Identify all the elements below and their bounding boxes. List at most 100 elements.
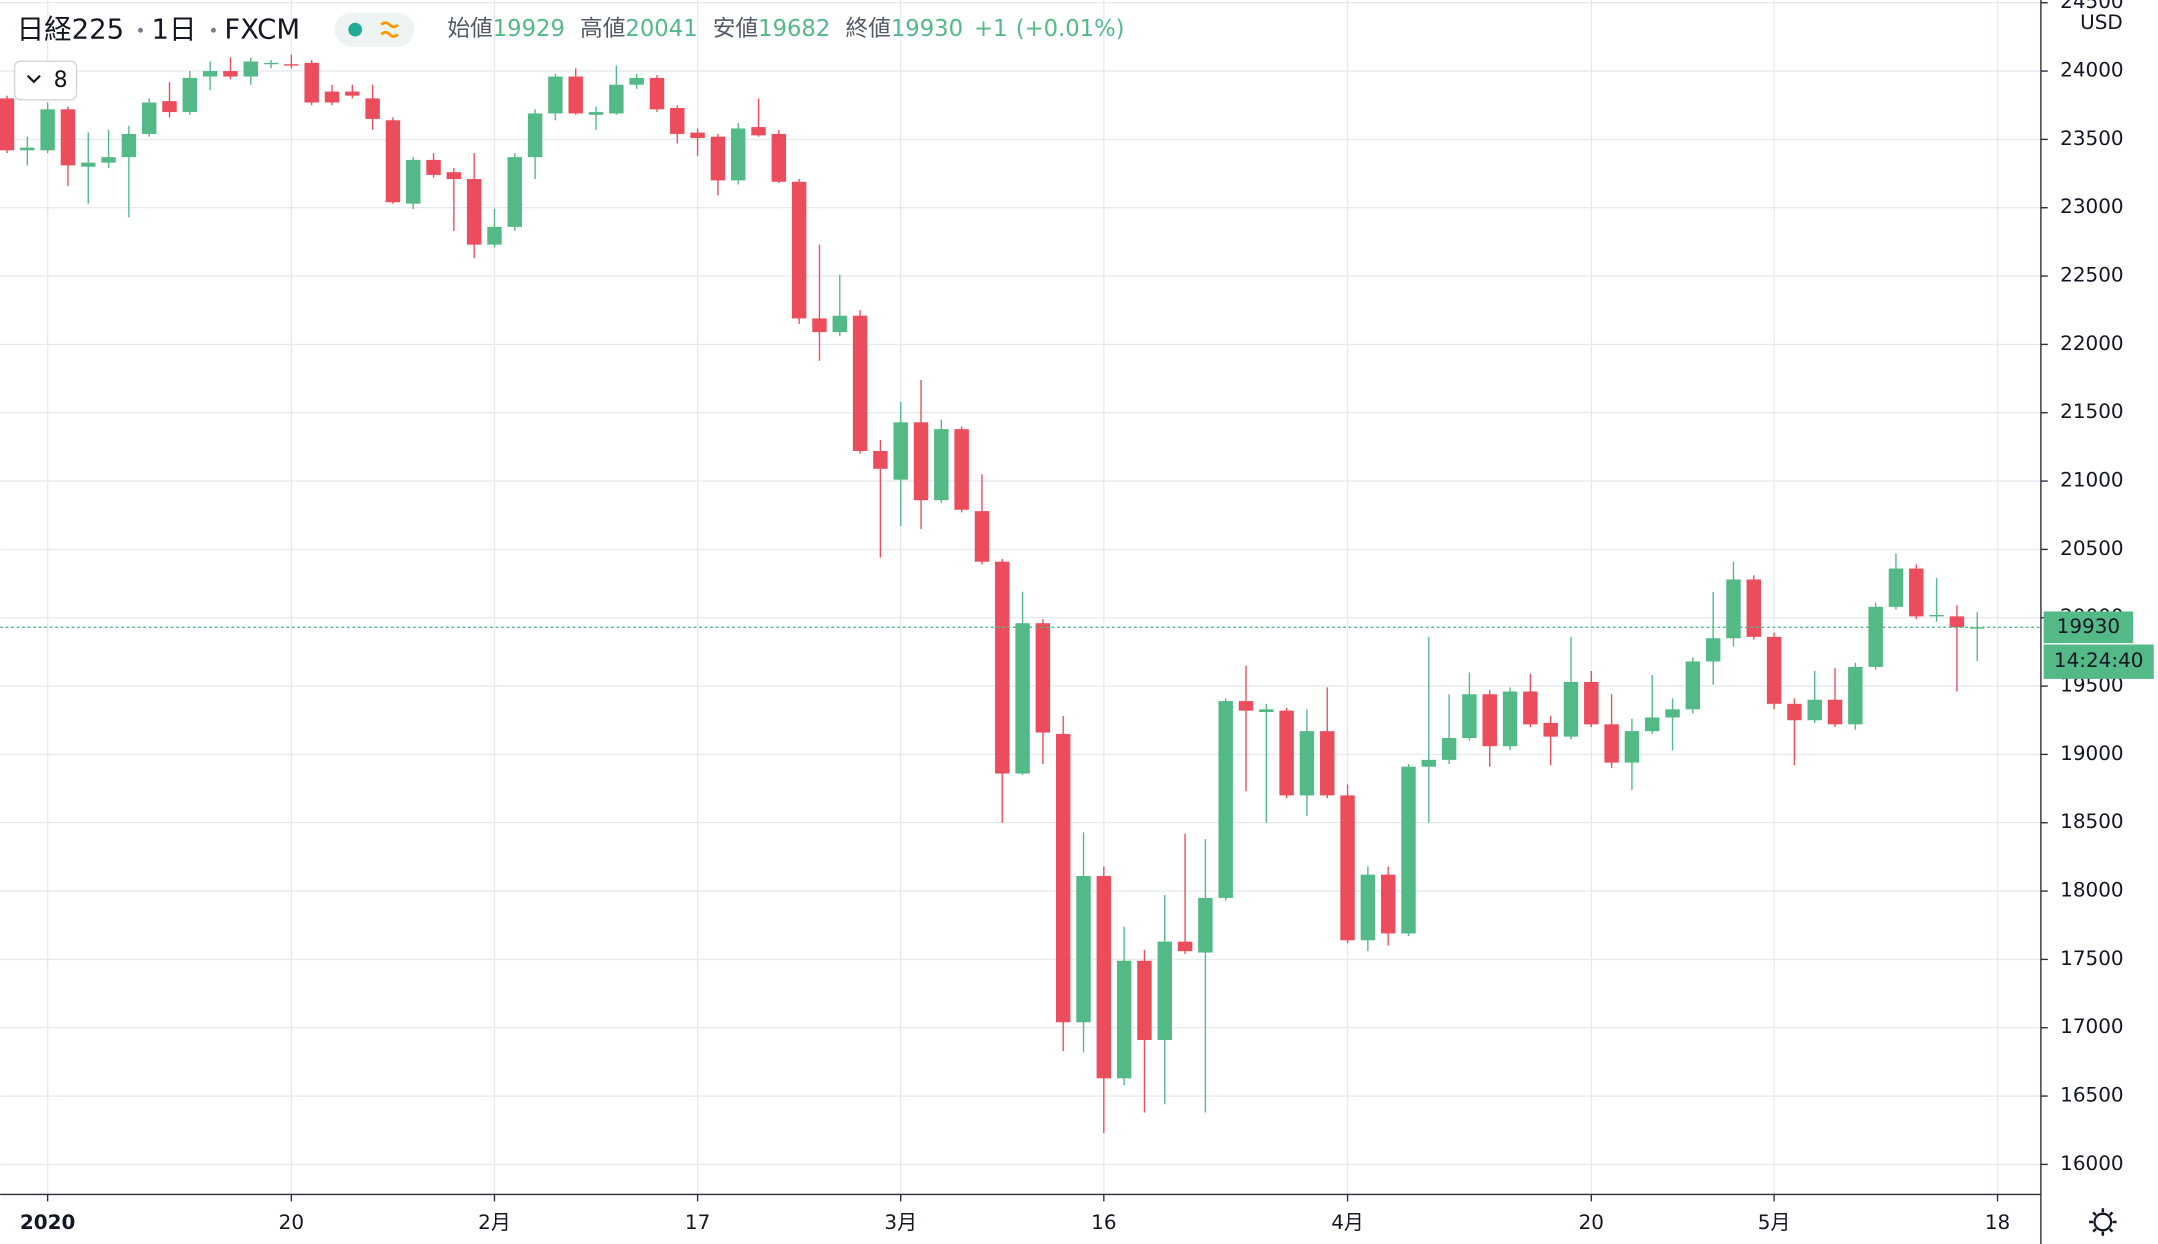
candle-body [913,422,929,501]
candle-body [1909,568,1924,617]
candle-body [507,157,523,227]
candle-body [243,61,258,77]
candle-body [1340,795,1355,941]
field-value: 20041 [625,15,697,41]
grid [0,0,2041,1195]
x-tick-label: 2020 [20,1210,76,1234]
y-tick-label: 19000 [2060,741,2123,765]
gear-ring [2093,1212,2113,1232]
candle-body [1726,579,1741,639]
candle-body [934,429,949,501]
candle-body [60,109,76,166]
candle-body [1360,874,1376,941]
candle-body [588,112,604,115]
candle-body [690,132,705,139]
candle-body [0,98,15,151]
field-value: 19682 [758,15,830,41]
candle-body [1624,731,1640,763]
change-percent: (+0.01%) [1016,15,1125,41]
candle-body [1827,699,1843,725]
y-tick-label: 16500 [2060,1083,2123,1107]
candle-body [1949,616,1965,628]
candle-body [1299,731,1315,796]
y-tick-label: 16000 [2060,1151,2123,1175]
candle-body [791,181,807,319]
candle-body [406,159,421,204]
field-value: 19930 [891,15,963,41]
field-value: 19929 [493,15,565,41]
gear-teeth [2089,1208,2117,1236]
interval[interactable]: 1日 [152,13,197,45]
candle-body [466,179,482,245]
y-tick-label: 20500 [2060,536,2123,560]
candle-body [1441,737,1457,760]
x-tick-label: 2月 [478,1210,511,1234]
candle-body [1238,701,1254,711]
candle-body [1015,623,1030,774]
candle-body [1462,694,1477,738]
y-tick-label: 17000 [2060,1014,2123,1038]
candle-body [527,113,543,158]
x-tick-label: 16 [1091,1210,1116,1234]
candle-body [1665,709,1680,718]
settings-icon[interactable] [2089,1208,2117,1236]
axes: 1600016500170001750018000185001900019500… [20,0,2124,1234]
candle-body [893,422,908,480]
y-tick-label: 22500 [2060,263,2123,287]
candle-body [1888,568,1904,607]
candle-body [852,315,868,451]
candle-body [730,128,746,181]
candle-body [1137,960,1152,1041]
separator [138,27,143,33]
candle-body [101,157,116,163]
last-price-label: 19930 [2057,614,2120,638]
candle-body [1604,724,1619,763]
candle-body [771,133,787,182]
last-price-badge [2043,611,2134,644]
candle-body [670,107,685,134]
candle-body [1279,710,1294,796]
candle-body [20,147,35,151]
x-tick-label: 18 [1985,1210,2010,1234]
status-pill[interactable] [334,12,415,47]
symbol[interactable]: 日経225 [17,13,125,45]
field-label: 始値 [447,15,492,41]
chevron-icon [26,74,41,84]
candle-body [1766,636,1782,704]
currency-label: USD [2080,10,2123,34]
candle-body [1685,661,1701,710]
candle-body [1380,874,1396,934]
indicators-toggle[interactable] [13,60,78,101]
x-tick-label: 20 [279,1210,304,1234]
candle-body [1523,691,1538,725]
field-label: 終値 [845,15,890,41]
candle-body [40,109,55,151]
candle-body [1563,681,1579,737]
candle-body [1807,699,1822,721]
candles [0,54,2041,1133]
candle-body [1401,766,1416,934]
candle-body [1198,897,1213,953]
candle-body [1157,941,1172,1041]
candle-body [873,450,888,469]
candle-body [609,84,624,114]
candle-body [182,77,198,113]
candle-body [426,159,441,175]
candle-body [385,120,401,203]
y-tick-label: 22000 [2060,331,2123,355]
countdown-label: 14:24:40 [2054,648,2144,672]
candle-body [1177,941,1193,952]
candle-body [1320,731,1335,796]
y-tick-label: 18000 [2060,878,2123,902]
candle-body [1705,638,1721,662]
candle-body [345,91,360,96]
candle-body [1746,579,1762,637]
candle-body [832,315,848,333]
candle-body [202,71,218,77]
y-tick-label: 23500 [2060,126,2123,150]
candle-body [1868,606,1883,667]
candle-body [649,77,665,110]
candle-body [446,172,462,180]
candle-body [548,76,563,114]
